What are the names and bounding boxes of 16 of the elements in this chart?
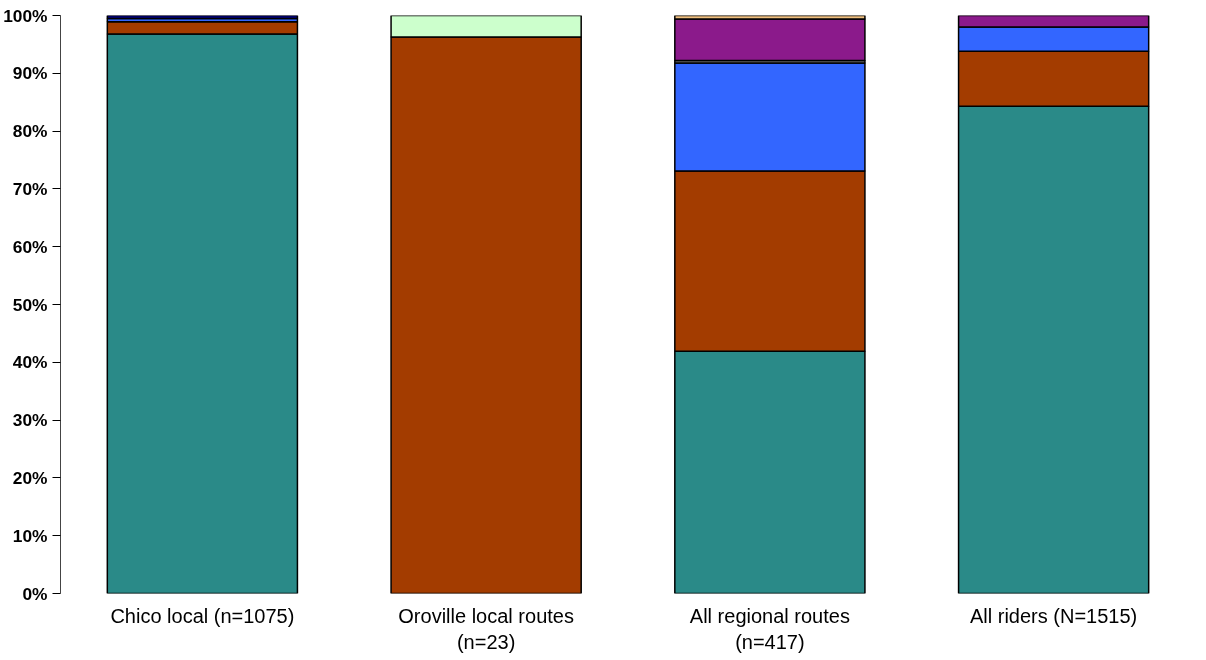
y-tick-label: 50%: [12, 294, 48, 315]
y-tick-label: 10%: [12, 525, 48, 546]
x-tick-label: All regional routes (n=417): [689, 604, 850, 653]
bar: [674, 18, 866, 62]
y-tick-label: 60%: [12, 236, 48, 257]
y-tick-label: 30%: [12, 410, 48, 431]
y-tick-label: 70%: [12, 178, 48, 199]
x-tick-label: Oroville local routes (n=23): [398, 604, 574, 653]
y-tick-label: 80%: [12, 121, 48, 142]
y-tick-label: 0%: [22, 583, 48, 604]
x-tick-label: All riders (N=1515): [969, 604, 1138, 627]
x-tick-label: Chico local (n=1075): [110, 604, 295, 627]
y-tick-label: 20%: [12, 467, 48, 488]
y-tick-label: 40%: [12, 352, 48, 373]
y-tick-label: 100%: [3, 5, 48, 26]
y-tick-label: 90%: [12, 63, 48, 84]
